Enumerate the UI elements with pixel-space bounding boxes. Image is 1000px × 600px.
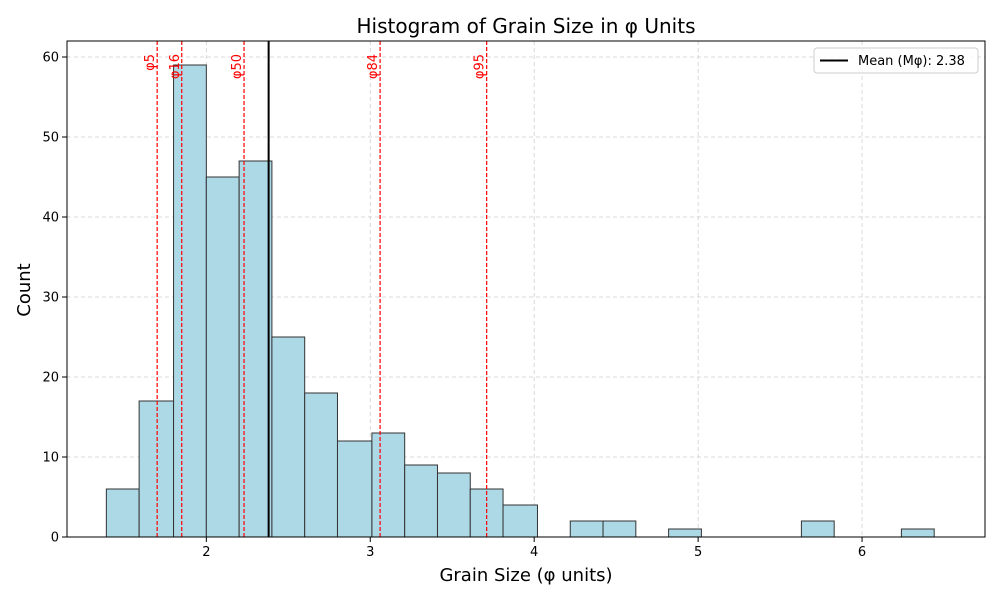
percentile-label: φ50 (230, 54, 245, 79)
x-tick-label: 3 (366, 545, 374, 560)
legend: Mean (Mφ): 2.38 (813, 47, 979, 74)
legend-box (813, 47, 979, 74)
histogram-bar (304, 392, 338, 538)
x-tick-label: 2 (202, 545, 210, 560)
percentile-label: φ16 (168, 54, 183, 79)
histogram-bar (271, 336, 306, 538)
legend-mean-label: Mean (Mφ): 2.38 (858, 54, 965, 69)
histogram-bar (602, 520, 637, 538)
histogram-bar (436, 472, 471, 538)
x-tick-label: 6 (858, 545, 866, 560)
histogram-bar (371, 432, 406, 538)
histogram-bar (404, 464, 438, 538)
histogram-bar (569, 520, 604, 538)
histogram-bar (336, 440, 373, 538)
y-tick-label: 30 (42, 291, 59, 306)
percentile-label: φ84 (366, 54, 381, 79)
y-tick-label: 20 (42, 371, 59, 386)
histogram-bar (105, 488, 140, 538)
y-tick-label: 0 (51, 531, 59, 546)
y-tick-label: 10 (42, 451, 59, 466)
y-tick-label: 50 (42, 131, 59, 146)
histogram-bar (205, 176, 240, 538)
histogram-bar (900, 528, 935, 538)
percentile-label: φ5 (143, 54, 158, 71)
x-tick-label: 4 (530, 545, 538, 560)
histogram-bar (173, 64, 207, 538)
chart-title: Histogram of Grain Size in φ Units (357, 14, 696, 38)
y-axis-label: Count (14, 263, 35, 316)
histogram-bar (800, 520, 835, 538)
histogram-bar (502, 504, 538, 538)
histogram-bar (668, 528, 702, 538)
x-axis-label: Grain Size (φ units) (439, 565, 612, 586)
histogram-bar (138, 400, 175, 538)
y-tick-label: 40 (42, 211, 59, 226)
percentile-label: φ95 (473, 54, 488, 79)
plot-frame (66, 40, 986, 538)
y-tick-label: 60 (42, 51, 59, 66)
bars (105, 64, 935, 538)
reference-lines: φ5 φ16 φ50 φ84 φ95 (143, 41, 488, 537)
x-tick-label: 5 (694, 545, 702, 560)
